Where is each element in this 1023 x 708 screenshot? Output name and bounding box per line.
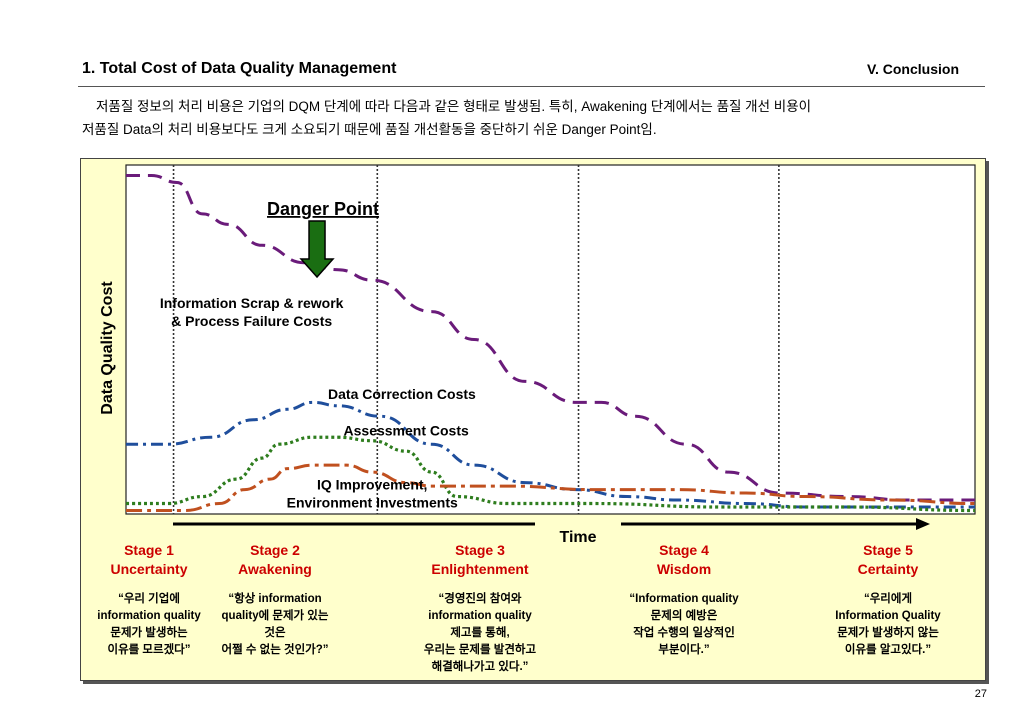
stage-3-quote-line: information quality <box>428 610 532 622</box>
series-label-2: Data Correction Costs <box>328 386 476 402</box>
y-axis-label: Data Quality Cost <box>99 281 116 415</box>
stage-1-name: Stage 1 <box>124 542 174 558</box>
stage-5-title: Certainty <box>858 561 919 577</box>
stage-4-name: Stage 4 <box>659 542 709 558</box>
stage-3-quote-line: 해결해나가고 있다.” <box>432 659 529 673</box>
stage-4-quote-line: “Information quality <box>629 593 739 605</box>
time-arrowhead <box>916 518 930 530</box>
stage-1-quote-line: 문제가 발생하는 <box>110 625 188 639</box>
series-label-4: IQ Improvement, <box>317 477 427 493</box>
danger-point-arrow-icon <box>299 220 335 279</box>
series-label-1: Information Scrap & rework <box>160 295 344 311</box>
stage-2-quote-line: 어쩔 수 없는 것인가?” <box>222 642 329 656</box>
intro-line-2: 저품질 Data의 처리 비용보다도 크게 소요되기 때문에 품질 개선활동을 … <box>82 122 657 137</box>
series-line-3 <box>126 435 976 513</box>
stage-1-title: Uncertainty <box>110 561 187 577</box>
stage-1-quote-line: information quality <box>97 610 201 622</box>
series-line-1 <box>126 173 975 502</box>
stage-2-title: Awakening <box>238 561 312 577</box>
stage-5-name: Stage 5 <box>863 542 913 558</box>
stage-1-quote-line: 이유를 모르겠다” <box>107 642 190 656</box>
title-divider <box>78 86 985 87</box>
plot-area <box>125 164 976 515</box>
stage-2-quote-line: “항상 information <box>228 591 321 605</box>
stage-5-quote-line: Information Quality <box>835 610 941 622</box>
section-label: V. Conclusion <box>866 61 959 77</box>
series-label-1-line2: & Process Failure Costs <box>171 313 332 329</box>
stage-4-title: Wisdom <box>657 561 711 577</box>
series-label-4-line2: Environment Investments <box>287 495 458 511</box>
stage-4-quote-line: 부분이다.” <box>658 642 709 656</box>
stage-2-quote-line: 것은 <box>264 625 286 639</box>
stage-1-quote-line: “우리 기업에 <box>118 591 180 605</box>
stage-3-name: Stage 3 <box>455 542 505 558</box>
series-line-4 <box>126 463 976 513</box>
series-line-2 <box>126 400 975 509</box>
stage-3-quote-line: “경영진의 참여와 <box>438 591 521 605</box>
stage-2-name: Stage 2 <box>250 542 300 558</box>
stage-5-quote-line: “우리에게 <box>864 591 912 605</box>
page-title: 1. Total Cost of Data Quality Management <box>82 60 397 77</box>
x-axis-label: Time <box>559 529 596 546</box>
danger-point-label: Danger Point <box>267 199 379 219</box>
stage-2-quote-line: quality에 문제가 있는 <box>222 608 329 622</box>
intro-text: 저품질 정보의 처리 비용은 기업의 DQM 단계에 따라 다음과 같은 형태로… <box>82 95 987 141</box>
stage-5-quote-line: 이유를 알고있다.” <box>845 642 931 656</box>
series-label-3: Assessment Costs <box>344 422 469 438</box>
stage-4-quote-line: 문제의 예방은 <box>651 608 718 622</box>
page-number: 27 <box>974 688 987 700</box>
stage-3-quote-line: 제고를 통해, <box>450 625 509 639</box>
stage-3-title: Enlightenment <box>431 561 529 577</box>
intro-line-1: 저품질 정보의 처리 비용은 기업의 DQM 단계에 따라 다음과 같은 형태로… <box>96 99 812 114</box>
stage-3-quote-line: 우리는 문제를 발견하고 <box>424 642 537 656</box>
stage-5-quote-line: 문제가 발생하지 않는 <box>837 625 939 639</box>
stage-4-quote-line: 작업 수행의 일상적인 <box>633 625 735 639</box>
